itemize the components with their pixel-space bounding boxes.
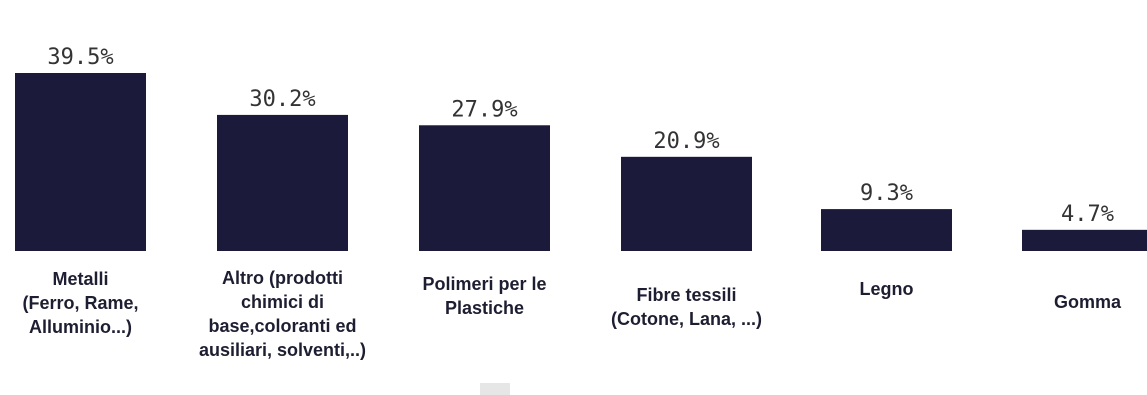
category-label-3: Fibre tessili (Cotone, Lana, ...) [611,285,762,329]
scroll-indicator [480,383,510,395]
bar-0 [15,73,146,251]
value-label-4: 9.3% [860,181,913,206]
bar-2 [419,125,550,251]
category-label-1: Altro (prodotti chimici di base,coloranti … [199,268,366,360]
bar-1 [217,114,348,251]
value-label-0: 39.5% [47,45,113,70]
category-label-5: Gomma [1054,292,1122,312]
bar-3 [621,156,752,251]
value-label-3: 20.9% [653,129,719,154]
value-label-1: 30.2% [249,87,315,112]
category-label-2: Polimeri per le Plastiche [422,274,546,318]
category-label-4: Legno [860,279,914,299]
bar-4 [821,209,952,251]
value-label-5: 4.7% [1061,202,1114,227]
category-label-0: Metalli (Ferro, Rame, Alluminio...) [22,269,138,337]
bar-5 [1022,229,1147,251]
value-label-2: 27.9% [451,97,517,122]
